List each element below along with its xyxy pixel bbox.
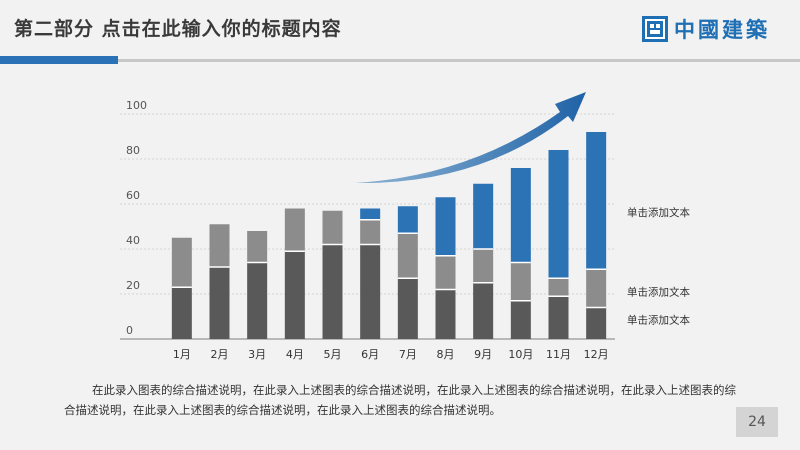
- y-tick-label: 20: [126, 279, 140, 292]
- page-title: 第二部分 点击在此输入你的标题内容: [14, 18, 342, 40]
- bar-segment: [586, 132, 607, 270]
- bar-segment: [322, 244, 343, 339]
- y-tick-label: 80: [126, 144, 140, 157]
- x-tick-label: 3月: [248, 348, 266, 361]
- y-tick-label: 0: [126, 324, 133, 337]
- bar-segment: [435, 289, 456, 339]
- bar-segment: [510, 262, 531, 301]
- brand-logo-text: 中國建築: [674, 18, 770, 42]
- bar-segment: [473, 282, 494, 339]
- x-tick-label: 6月: [361, 348, 379, 361]
- bar-segment: [548, 278, 569, 297]
- x-tick-label: 1月: [173, 348, 191, 361]
- bar-segment: [435, 255, 456, 290]
- brand-logo: 中國建築: [642, 14, 770, 44]
- chart-description: 在此录入图表的综合描述说明，在此录入上述图表的综合描述说明，在此录入上述图表的综…: [64, 383, 736, 417]
- series-annotation: 单击添加文本: [627, 285, 690, 298]
- bar-segment: [247, 262, 268, 339]
- bar-segment: [473, 183, 494, 249]
- x-tick-label: 10月: [508, 348, 533, 361]
- building-logo-icon: [642, 16, 668, 42]
- x-tick-label: 11月: [546, 348, 571, 361]
- header-accent-bar: [0, 56, 118, 64]
- x-tick-label: 8月: [437, 348, 455, 361]
- y-tick-label: 60: [126, 189, 140, 202]
- bar-segment: [360, 244, 381, 339]
- bar-segment: [435, 197, 456, 256]
- bar-segment: [397, 233, 418, 279]
- bar-segment: [247, 231, 268, 263]
- bar-segment: [284, 251, 305, 339]
- series-annotation: 单击添加文本: [627, 206, 690, 219]
- bar-segment: [510, 168, 531, 263]
- page-number: 24: [736, 407, 778, 437]
- bar-segment: [397, 206, 418, 234]
- series-annotation: 单击添加文本: [627, 314, 690, 327]
- x-tick-label: 12月: [584, 348, 609, 361]
- bar-segment: [284, 208, 305, 252]
- header-divider: [118, 59, 800, 62]
- bar-segment: [586, 307, 607, 339]
- x-tick-label: 4月: [286, 348, 304, 361]
- bar-segment: [209, 224, 230, 267]
- bar-segment: [360, 219, 381, 245]
- bar-segment: [548, 150, 569, 279]
- x-tick-label: 5月: [324, 348, 342, 361]
- y-tick-label: 100: [126, 99, 147, 112]
- trend-arrow-icon: [355, 92, 586, 184]
- y-tick-label: 40: [126, 234, 140, 247]
- bar-segment: [586, 269, 607, 308]
- bar-segment: [171, 237, 192, 288]
- bar-segment: [171, 287, 192, 339]
- x-tick-label: 7月: [399, 348, 417, 361]
- header: 第二部分 点击在此输入你的标题内容 中國建築: [0, 0, 800, 58]
- bar-segment: [360, 208, 381, 220]
- bar-segment: [322, 210, 343, 245]
- bar-segment: [397, 278, 418, 339]
- x-tick-label: 2月: [211, 348, 229, 361]
- x-tick-label: 9月: [474, 348, 492, 361]
- bar-segment: [473, 249, 494, 283]
- bar-segment: [209, 267, 230, 339]
- bar-segment: [548, 296, 569, 339]
- bar-segment: [510, 300, 531, 339]
